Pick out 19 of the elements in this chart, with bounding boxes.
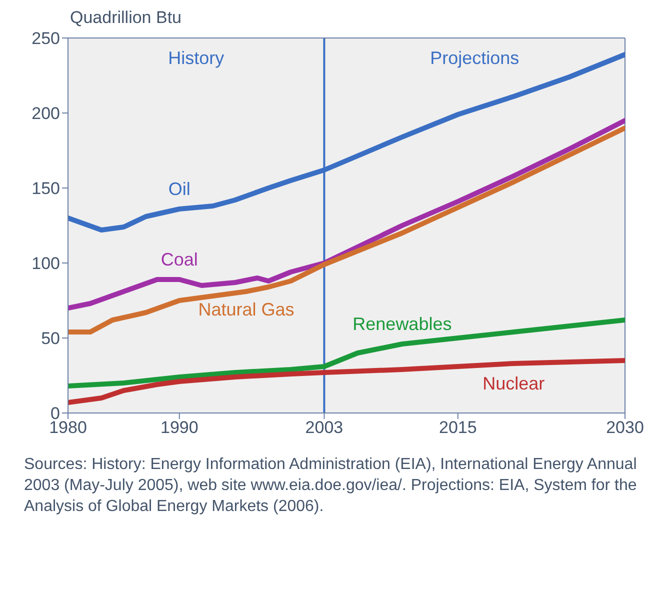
x-tick-label: 2003 (305, 418, 344, 438)
y-tick-label: 50 (41, 329, 60, 348)
series-label: Renewables (352, 314, 452, 334)
y-tick-label: 100 (32, 254, 60, 274)
y-tick-label: 250 (32, 29, 60, 48)
x-tick-label: 1990 (160, 418, 198, 438)
y-tick-label: 200 (32, 104, 60, 124)
source-note: Sources: History: Energy Information Administration (EIA), International Energy Annual 2003 (May-July 2005), web site www.eia.doe.gov/iea/. Projections: EIA, System for the Analysis of Global Energy Markets (2006). (23, 455, 638, 517)
series-label: Coal (160, 250, 198, 270)
annotation: Projections (430, 48, 520, 69)
y-tick-label: 150 (32, 179, 60, 198)
series-label: Oil (168, 179, 190, 199)
series-label: Nuclear (482, 374, 545, 394)
x-tick-label: 1980 (49, 418, 87, 438)
x-tick-label: 2030 (606, 418, 644, 438)
x-tick-label: 2015 (438, 418, 477, 438)
y-axis-title: Quadrillion Btu (70, 8, 182, 28)
annotation: History (168, 48, 224, 69)
series-label: Natural Gas (198, 300, 294, 320)
